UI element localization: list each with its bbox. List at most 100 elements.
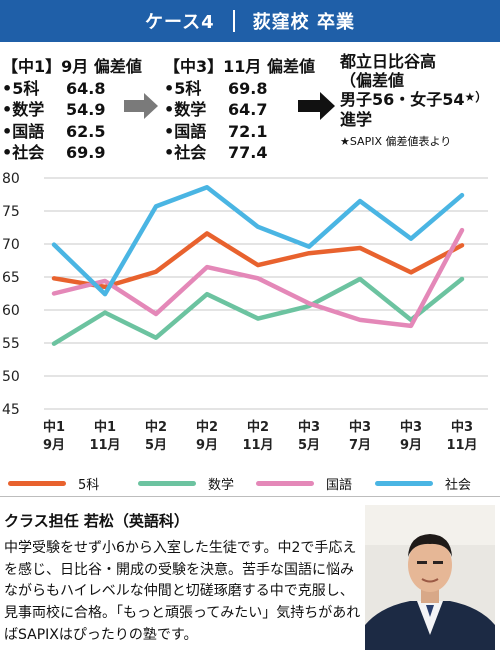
legend-label: 国語 [326,478,353,493]
result-scores-line: 男子56・女子54★） [340,90,487,109]
legend-label: 5科 [78,478,100,493]
left-score-row: •5科 64.8 [2,78,142,100]
x-tick-label: 中1 [94,419,116,435]
result-outcome: 進学 [340,109,373,129]
left-score-value: 62.5 [66,121,106,141]
case-header: ケース4 荻窪校 卒業 [0,0,500,42]
x-tick-label: 中1 [43,419,65,435]
right-score-row: •社会 77.4 [164,142,315,164]
right-score-value: 77.4 [228,143,268,163]
data-point [308,252,310,254]
data-point [410,319,412,321]
y-tick-label: 50 [2,369,20,385]
x-tick-label: 9月 [196,438,218,453]
right-score-value: 69.8 [228,78,268,98]
y-tick-label: 55 [2,336,20,352]
left-score-label: •5科 [2,78,40,98]
data-point [206,266,208,268]
left-score-label: •数学 [2,100,45,120]
x-tick-label: 中2 [196,419,218,435]
data-point [359,247,361,249]
data-point [155,205,157,207]
data-point [257,277,259,279]
x-tick-label: 中2 [145,419,167,435]
y-tick-label: 45 [2,402,20,418]
left-score-title: 【中1】9月 偏差値 [2,57,142,76]
data-point [53,343,55,345]
data-point [257,226,259,228]
right-score-row: •数学 64.7 [164,99,315,121]
data-point [461,278,463,280]
data-point [104,286,106,288]
y-tick-label: 60 [2,303,20,319]
right-score-row: •国語 72.1 [164,121,315,143]
data-point [155,337,157,339]
data-point [308,246,310,248]
x-tick-label: 11月 [446,438,477,453]
header-divider [232,10,235,32]
case-label: ケース4 [145,12,215,33]
result-scores: 男子56・女子54 [340,90,465,110]
legend-item: 数学 [138,474,234,493]
data-point [53,277,55,279]
x-tick-label: 5月 [145,438,167,453]
right-score-label: •数学 [164,100,207,120]
grid-layer [44,177,488,410]
data-point [53,244,55,246]
data-point [257,318,259,320]
right-score-value: 72.1 [228,121,268,141]
chart-legend: 5科 数学 国語 社会 [0,470,500,494]
data-point [410,238,412,240]
teacher-title: クラス担任 若松（英語科） [4,512,189,530]
legend-item: 国語 [256,474,352,493]
data-point [359,319,361,321]
data-point [410,271,412,273]
right-score-block: 【中3】11月 偏差値 •5科 69.8 •数学 64.7 •国語 72.1 •社会 7… [164,56,315,164]
data-point [104,312,106,314]
series-layer [51,184,465,346]
legend-item: 社会 [375,474,471,493]
data-point [155,313,157,315]
data-point [206,186,208,188]
right-score-label: •国語 [164,121,207,141]
x-tick-label: 中3 [349,419,371,435]
left-score-label: •国語 [2,121,45,141]
right-score-row: •5科 69.8 [164,78,315,100]
data-point [206,232,208,234]
x-tick-layer: 中1 9月 中1 11月 中2 5月 中2 9月 中2 11月 中3 5月 中3 7月 中3 9月 中3 11月 [43,419,478,453]
teacher-photo [365,505,495,650]
left-score-value: 69.9 [66,143,106,163]
x-tick-label: 11月 [89,438,120,453]
x-tick-label: 中3 [298,419,320,435]
left-score-row: •数学 54.9 [2,99,142,121]
left-score-row: •社会 69.9 [2,142,142,164]
result-block: 都立日比谷高 （偏差値 男子56・女子54★） 進学 ★SAPIX 偏差値表より [340,52,487,148]
x-tick-label: 5月 [298,438,320,453]
legend-item: 5科 [8,474,99,493]
data-point [359,200,361,202]
teacher-comment: 中学受験をせず小6から入室した生徒です。中2で手応えを感じ、日比谷・開成の受験を… [4,540,361,643]
data-point [308,302,310,304]
left-score-label: •社会 [2,143,45,163]
result-paren: （偏差値 [340,71,405,91]
x-tick-label: 中3 [400,419,422,435]
y-tick-layer: 45 50 55 60 65 70 75 80 [2,171,20,418]
x-tick-label: 11月 [242,438,273,453]
data-point [410,325,412,327]
legend-swatch [256,481,314,486]
right-score-title: 【中3】11月 偏差値 [164,57,315,76]
legend-label: 社会 [445,478,472,493]
right-score-label: •社会 [164,143,207,163]
data-point [206,293,208,295]
x-tick-label: 中2 [247,419,269,435]
x-tick-label: 9月 [43,438,65,453]
data-point [155,271,157,273]
data-point [461,229,463,231]
legend-swatch [375,481,433,486]
data-point [257,264,259,266]
legend-label: 数学 [208,478,235,493]
y-tick-label: 70 [2,237,20,253]
x-tick-label: 9月 [400,438,422,453]
data-point [53,293,55,294]
